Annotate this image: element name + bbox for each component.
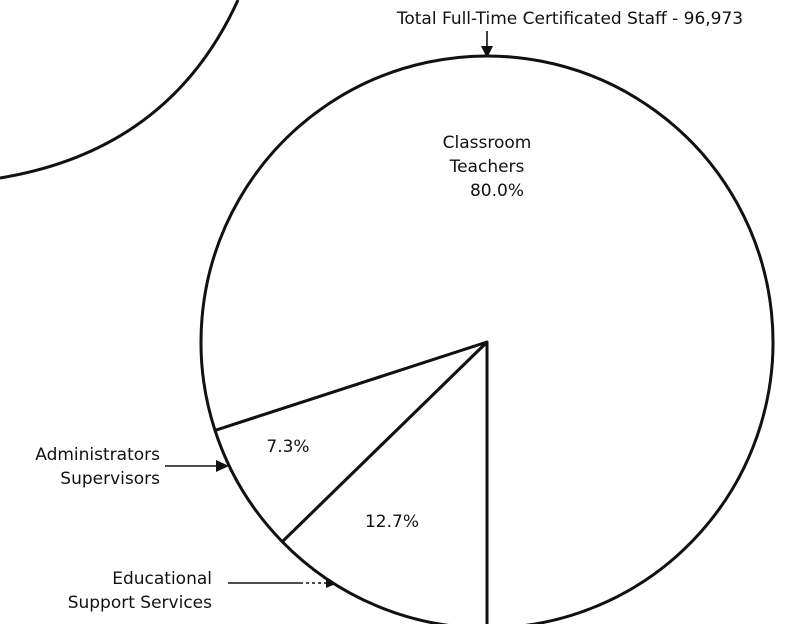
chart-title: Total Full-Time Certificated Staff - 96,… <box>396 9 743 29</box>
label-line: Classroom <box>443 133 532 153</box>
label-line: Teachers <box>449 157 525 177</box>
slice-label: Classroom Teachers <box>443 133 532 177</box>
pie-slice <box>280 340 489 624</box>
slice-label: Educational Support Services <box>68 569 212 613</box>
value-label: 12.7% <box>365 512 419 532</box>
label-line: Educational <box>112 569 212 589</box>
arrow-head <box>216 460 229 472</box>
decorative-arc <box>0 0 240 180</box>
pie-slice <box>213 340 489 544</box>
label-line: Supervisors <box>60 469 160 489</box>
value-label: 80.0% <box>470 181 524 201</box>
label-line: Support Services <box>68 593 212 613</box>
arrow-head <box>481 46 493 58</box>
slice-label: Administrators Supervisors <box>35 445 160 489</box>
pie-slice <box>199 54 775 624</box>
value-label: 7.3% <box>266 437 309 457</box>
label-line: Administrators <box>35 445 160 465</box>
